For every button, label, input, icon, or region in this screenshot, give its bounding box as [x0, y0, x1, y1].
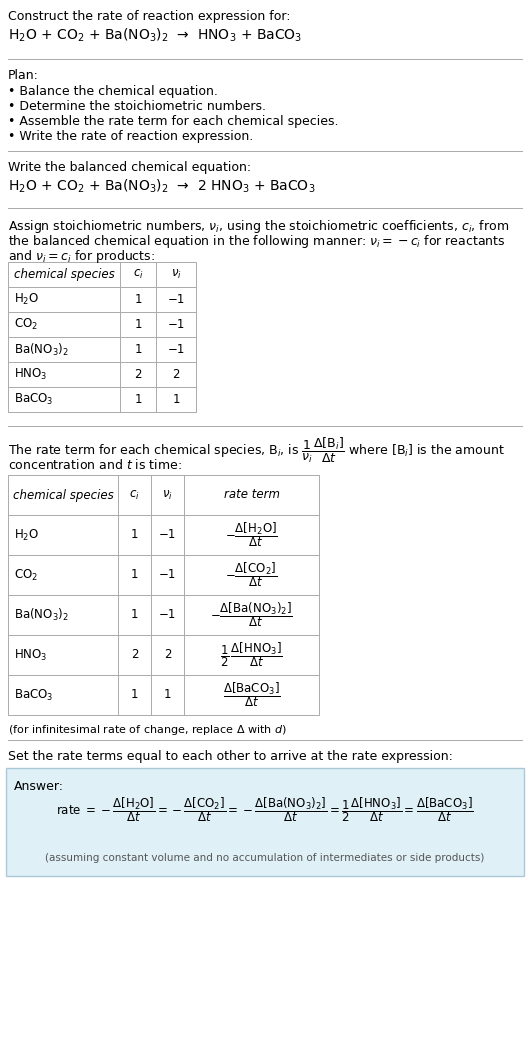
Text: 1: 1	[164, 688, 171, 702]
Text: (assuming constant volume and no accumulation of intermediates or side products): (assuming constant volume and no accumul…	[45, 852, 485, 863]
Text: −1: −1	[167, 318, 184, 331]
Text: 1: 1	[131, 568, 138, 582]
Text: 1: 1	[172, 393, 180, 406]
Text: $c_i$: $c_i$	[132, 268, 143, 281]
Text: $-\dfrac{\Delta[\mathrm{CO_2}]}{\Delta t}$: $-\dfrac{\Delta[\mathrm{CO_2}]}{\Delta t…	[225, 561, 278, 589]
Bar	[8, 475, 319, 715]
Text: −1: −1	[159, 609, 176, 621]
Text: 1: 1	[134, 293, 142, 306]
Text: chemical species: chemical species	[13, 488, 113, 501]
Bar	[6, 768, 524, 876]
Text: Write the balanced chemical equation:: Write the balanced chemical equation:	[8, 161, 251, 174]
Text: H$_2$O: H$_2$O	[14, 292, 39, 308]
Text: 2: 2	[164, 649, 171, 661]
Bar	[8, 262, 196, 412]
Text: $\nu_i$: $\nu_i$	[162, 488, 173, 501]
Text: • Write the rate of reaction expression.: • Write the rate of reaction expression.	[8, 130, 253, 143]
Text: −1: −1	[167, 293, 184, 306]
Text: −1: −1	[159, 568, 176, 582]
Text: 2: 2	[134, 368, 142, 381]
Text: (for infinitesimal rate of change, replace Δ with $d$): (for infinitesimal rate of change, repla…	[8, 723, 287, 737]
Text: rate term: rate term	[224, 488, 279, 501]
Text: $\dfrac{1}{2}\,\dfrac{\Delta[\mathrm{HNO_3}]}{\Delta t}$: $\dfrac{1}{2}\,\dfrac{\Delta[\mathrm{HNO…	[220, 640, 283, 669]
Text: rate $= -\dfrac{\Delta[\mathrm{H_2O}]}{\Delta t} = -\dfrac{\Delta[\mathrm{CO_2}]: rate $= -\dfrac{\Delta[\mathrm{H_2O}]}{\…	[56, 796, 474, 824]
Text: CO$_2$: CO$_2$	[14, 317, 38, 332]
Text: 1: 1	[131, 609, 138, 621]
Text: Assign stoichiometric numbers, $\nu_i$, using the stoichiometric coefficients, $: Assign stoichiometric numbers, $\nu_i$, …	[8, 218, 509, 235]
Text: CO$_2$: CO$_2$	[14, 567, 38, 583]
Text: $-\dfrac{\Delta[\mathrm{Ba(NO_3)_2}]}{\Delta t}$: $-\dfrac{\Delta[\mathrm{Ba(NO_3)_2}]}{\D…	[210, 600, 293, 630]
Text: −1: −1	[167, 343, 184, 356]
Text: concentration and $t$ is time:: concentration and $t$ is time:	[8, 458, 182, 472]
Text: Answer:: Answer:	[14, 780, 64, 793]
Text: The rate term for each chemical species, B$_i$, is $\dfrac{1}{\nu_i}\dfrac{\Delt: The rate term for each chemical species,…	[8, 436, 505, 465]
Text: 1: 1	[134, 343, 142, 356]
Text: 2: 2	[172, 368, 180, 381]
Text: 1: 1	[134, 393, 142, 406]
Text: $\nu_i$: $\nu_i$	[171, 268, 181, 281]
Text: H$_2$O + CO$_2$ + Ba(NO$_3$)$_2$  →  2 HNO$_3$ + BaCO$_3$: H$_2$O + CO$_2$ + Ba(NO$_3$)$_2$ → 2 HNO…	[8, 178, 315, 196]
Text: BaCO$_3$: BaCO$_3$	[14, 687, 54, 703]
Text: BaCO$_3$: BaCO$_3$	[14, 392, 54, 407]
Text: $\dfrac{\Delta[\mathrm{BaCO_3}]}{\Delta t}$: $\dfrac{\Delta[\mathrm{BaCO_3}]}{\Delta …	[223, 681, 280, 709]
Text: chemical species: chemical species	[14, 268, 114, 281]
Text: $-\dfrac{\Delta[\mathrm{H_2O}]}{\Delta t}$: $-\dfrac{\Delta[\mathrm{H_2O}]}{\Delta t…	[225, 521, 278, 549]
Text: • Balance the chemical equation.: • Balance the chemical equation.	[8, 85, 218, 98]
Text: 1: 1	[131, 528, 138, 542]
Text: HNO$_3$: HNO$_3$	[14, 647, 48, 662]
Text: and $\nu_i = c_i$ for products:: and $\nu_i = c_i$ for products:	[8, 248, 155, 265]
Text: HNO$_3$: HNO$_3$	[14, 367, 48, 382]
Text: Plan:: Plan:	[8, 69, 39, 82]
Text: 2: 2	[131, 649, 138, 661]
Text: H$_2$O + CO$_2$ + Ba(NO$_3$)$_2$  →  HNO$_3$ + BaCO$_3$: H$_2$O + CO$_2$ + Ba(NO$_3$)$_2$ → HNO$_…	[8, 27, 302, 44]
Text: 1: 1	[131, 688, 138, 702]
Text: 1: 1	[134, 318, 142, 331]
Text: Set the rate terms equal to each other to arrive at the rate expression:: Set the rate terms equal to each other t…	[8, 750, 453, 763]
Text: Construct the rate of reaction expression for:: Construct the rate of reaction expressio…	[8, 10, 290, 23]
Text: $c_i$: $c_i$	[129, 488, 140, 501]
Text: −1: −1	[159, 528, 176, 542]
Text: Ba(NO$_3$)$_2$: Ba(NO$_3$)$_2$	[14, 607, 69, 623]
Text: H$_2$O: H$_2$O	[14, 527, 39, 543]
Text: • Determine the stoichiometric numbers.: • Determine the stoichiometric numbers.	[8, 100, 266, 113]
Text: • Assemble the rate term for each chemical species.: • Assemble the rate term for each chemic…	[8, 115, 339, 128]
Text: the balanced chemical equation in the following manner: $\nu_i = -c_i$ for react: the balanced chemical equation in the fo…	[8, 233, 506, 250]
Text: Ba(NO$_3$)$_2$: Ba(NO$_3$)$_2$	[14, 341, 69, 358]
